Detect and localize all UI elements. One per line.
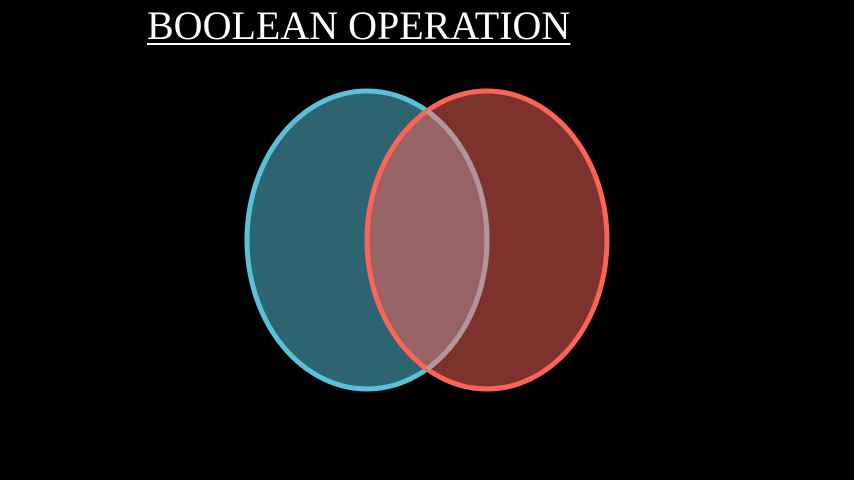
right-set-outline [364, 88, 610, 392]
left-outline-inner-arc [425, 108, 490, 372]
intersection-region [367, 91, 487, 389]
diagram-title: BOOLEAN OPERATION [147, 3, 571, 48]
